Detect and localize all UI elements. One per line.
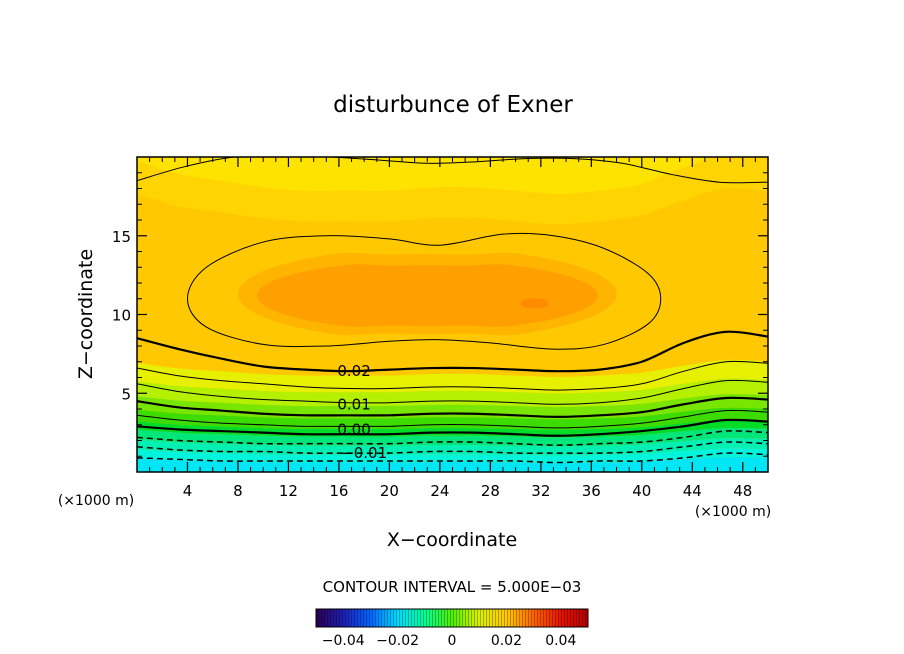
contour-label-text: −0.01 xyxy=(341,444,387,462)
x-tick-label: 36 xyxy=(582,482,601,500)
plot-area xyxy=(137,157,768,472)
x-tick-label: 24 xyxy=(430,482,449,500)
filled-band-10 xyxy=(137,456,768,472)
contour-line-9 xyxy=(137,452,768,464)
y-axis-ticks: 5 10 15 xyxy=(112,172,768,457)
x-tick-label: 28 xyxy=(481,482,500,500)
x-axis-ticks: 4 8 12 16 20 24 28 32 36 40 44 48 xyxy=(149,157,756,500)
x-tick-label: 20 xyxy=(380,482,399,500)
contour-label-text: 0.02 xyxy=(337,362,370,380)
filled-band-0 xyxy=(137,157,768,195)
x-tick-label: 8 xyxy=(233,482,243,500)
contour-line-8 xyxy=(137,441,768,454)
y-tick-label: 5 xyxy=(121,385,131,403)
x-unit-right: (×1000 m) xyxy=(695,504,771,520)
closed-contour-0 xyxy=(186,232,662,350)
x-tick-label: 16 xyxy=(329,482,348,500)
x-tick-label: 32 xyxy=(531,482,550,500)
colorbar-ticks: −0.04 −0.02 0 0.02 0.04 xyxy=(322,633,577,649)
inner-blob-2 xyxy=(520,298,549,309)
contour-label-2: 0.00 xyxy=(337,420,370,438)
contour-label-1: 0.01 xyxy=(337,395,370,413)
contour-line-2 xyxy=(137,360,768,391)
contour-label-text: 0.01 xyxy=(337,395,370,413)
filled-band-4 xyxy=(137,393,768,420)
filled-band-9 xyxy=(137,448,768,464)
colorbar-tick-label: −0.02 xyxy=(376,633,419,649)
x-tick-label: 48 xyxy=(733,482,752,500)
filled-band-3 xyxy=(137,378,768,408)
colorbar: −0.04 −0.02 0 0.02 0.04 xyxy=(315,608,589,649)
contour-label-text: 0.00 xyxy=(337,420,370,438)
contour-interval: CONTOUR INTERVAL = 5.000E−03 xyxy=(323,578,582,596)
colorbar-tick-label: 0 xyxy=(448,633,457,649)
contour-labels: 0.02 0.01 0.00 −0.01 xyxy=(337,362,387,462)
filled-band-7 xyxy=(137,427,768,447)
contour-line-7 xyxy=(137,430,768,446)
contour-line-3 xyxy=(137,379,768,405)
contour-lines xyxy=(137,157,768,464)
y-tick-label: 15 xyxy=(112,228,131,246)
filled-band-2 xyxy=(137,359,768,394)
x-axis-label: X−coordinate xyxy=(387,529,517,551)
contour-label-0: 0.02 xyxy=(337,362,370,380)
colorbar-hatching xyxy=(316,609,588,627)
x-tick-label: 4 xyxy=(183,482,193,500)
colorbar-tick-label: 0.02 xyxy=(491,633,522,649)
filled-band-8 xyxy=(137,438,768,456)
contour-label-3: −0.01 xyxy=(341,444,387,462)
chart-title: disturbunce of Exner xyxy=(333,92,573,118)
inner-blobs xyxy=(237,252,617,336)
y-axis-label: Z−coordinate xyxy=(75,249,97,379)
colorbar-tick-label: 0.04 xyxy=(545,633,576,649)
x-tick-label: 44 xyxy=(683,482,702,500)
contour-line-0 xyxy=(137,157,768,184)
inner-blob-1 xyxy=(256,264,598,327)
contour-line-4 xyxy=(137,396,768,418)
colorbar-tick-label: −0.04 xyxy=(322,633,365,649)
x-tick-label: 12 xyxy=(279,482,298,500)
contour-line-5 xyxy=(137,409,768,429)
contour-line-1 xyxy=(137,330,768,373)
filled-band-5 xyxy=(137,407,768,430)
y-tick-label: 10 xyxy=(112,307,131,325)
filled-band-1 xyxy=(137,157,768,225)
contour-line-6 xyxy=(137,418,768,437)
x-tick-label: 40 xyxy=(632,482,651,500)
x-unit-left: (×1000 m) xyxy=(58,493,134,509)
